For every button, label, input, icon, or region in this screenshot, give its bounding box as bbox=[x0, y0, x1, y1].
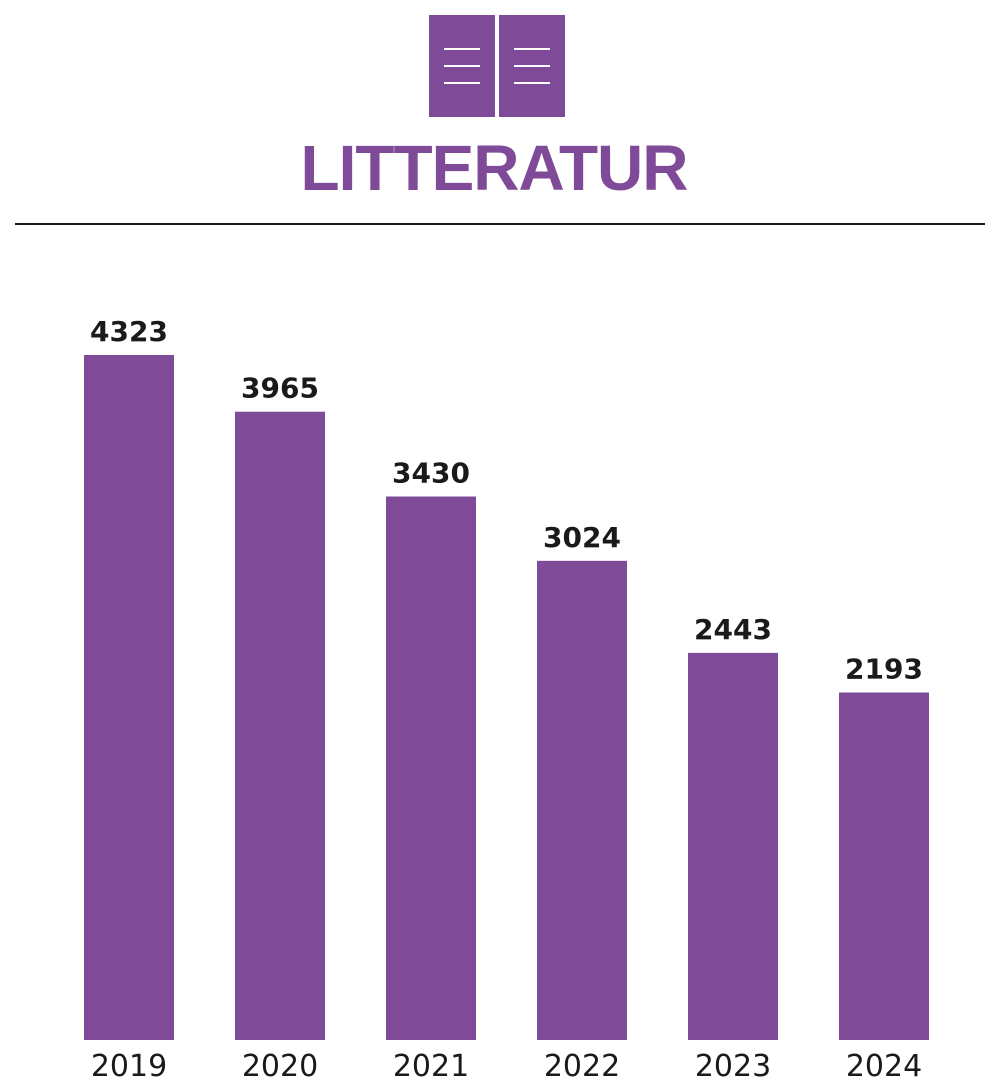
bar bbox=[84, 355, 174, 1040]
book-icon bbox=[429, 15, 565, 117]
value-label: 2193 bbox=[845, 653, 923, 686]
x-tick-label: 2024 bbox=[846, 1049, 922, 1084]
bar bbox=[537, 560, 627, 1040]
x-tick-label: 2020 bbox=[242, 1049, 318, 1084]
x-tick-label: 2022 bbox=[544, 1049, 620, 1084]
bar bbox=[386, 496, 476, 1040]
value-label: 3024 bbox=[543, 521, 621, 554]
x-tick-label: 2023 bbox=[695, 1049, 771, 1084]
x-tick-label: 2021 bbox=[393, 1049, 469, 1084]
value-label: 3965 bbox=[241, 372, 319, 405]
bar bbox=[235, 411, 325, 1040]
bar bbox=[688, 652, 778, 1040]
x-tick-label: 2019 bbox=[91, 1049, 167, 1084]
value-label: 4323 bbox=[90, 315, 168, 348]
bar bbox=[839, 692, 929, 1040]
value-label: 2443 bbox=[694, 613, 772, 646]
chart-title: LITTERATUR bbox=[301, 132, 688, 204]
value-label: 3430 bbox=[392, 457, 470, 490]
